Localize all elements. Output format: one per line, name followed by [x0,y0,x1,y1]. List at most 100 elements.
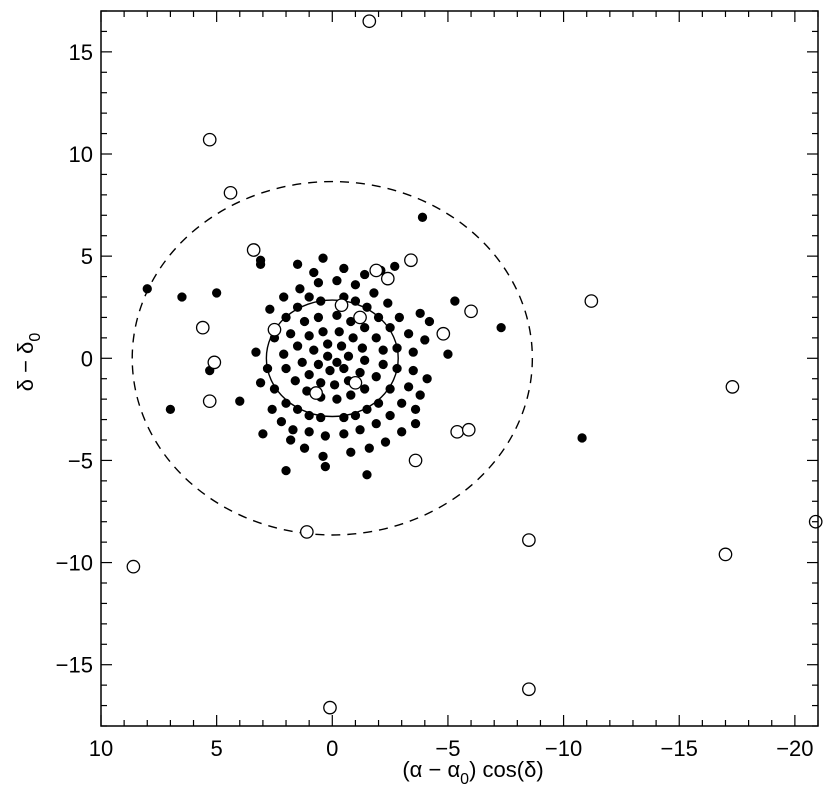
filled-point [316,412,326,423]
filled-point [267,404,277,415]
filled-point [392,343,402,353]
filled-point [339,263,349,274]
filled-point [362,404,372,415]
filled-point [360,322,370,333]
filled-point [251,347,261,357]
filled-point [371,419,381,429]
open-point [369,263,384,278]
filled-point [348,333,358,343]
filled-point [332,310,342,321]
filled-point [318,451,328,461]
filled-point [288,425,298,435]
filled-point [304,427,314,437]
x-axis-label: (α − α0) cos(δ) [402,757,543,788]
filled-point [313,312,324,323]
y-tick-label: 15 [69,40,93,65]
data-points [126,14,823,715]
filled-point [325,365,335,376]
filled-point [177,292,187,302]
open-point [207,355,222,370]
filled-point [281,398,291,408]
filled-point [290,376,300,386]
filled-point [397,398,407,408]
filled-point [281,312,291,323]
filled-point [165,404,176,415]
filled-point [258,429,268,439]
dashed-circle [131,180,534,536]
filled-point [390,261,400,272]
filled-point [279,292,289,302]
filled-point [269,384,280,394]
filled-point [313,278,324,288]
filled-point [385,384,395,394]
open-point [408,453,423,468]
filled-point [276,416,287,427]
open-point [309,386,323,400]
filled-point [350,410,361,421]
filled-point [415,390,425,400]
filled-point [318,327,328,337]
filled-point [394,312,405,323]
open-point [202,132,217,147]
filled-point [279,349,289,359]
filled-point [304,292,314,302]
filled-point [373,312,384,323]
x-tick-label: −10 [545,736,582,761]
filled-point [316,378,326,388]
filled-point [309,345,319,355]
filled-point [299,316,310,327]
filled-point [577,433,587,443]
filled-point [332,276,342,286]
open-point [362,14,377,29]
filled-point [299,443,310,453]
filled-point [323,339,333,349]
open-point [348,375,363,390]
filled-point [304,410,314,421]
filled-point [334,327,344,337]
open-point [450,424,465,439]
filled-point [422,374,432,384]
open-point [195,320,210,335]
open-point [584,294,599,308]
filled-point [320,431,331,441]
filled-point [410,419,421,429]
open-point [522,533,536,547]
y-tick-label: 0 [81,346,93,371]
y-tick-label: −5 [68,448,93,473]
filled-point [415,308,425,318]
y-axis-label: δ − δ0 [13,333,44,392]
filled-point [281,465,291,476]
filled-point [211,288,222,298]
filled-point [262,363,273,374]
filled-point [350,280,361,290]
solid-circle [265,299,399,418]
filled-point [235,396,245,406]
filled-point [385,322,395,333]
filled-point [281,363,291,374]
filled-point [371,372,381,382]
filled-point [332,394,342,404]
open-point [725,380,740,394]
filled-point [295,284,305,294]
filled-point [417,212,428,222]
filled-point [378,345,388,355]
x-tick-labels: 10 5 0 −5 −10 −15 −20 [89,736,814,761]
filled-point [255,378,266,388]
filled-point [443,349,453,359]
open-point [718,547,733,562]
filled-point [332,357,342,368]
filled-point [364,443,374,453]
filled-point [360,355,370,365]
filled-point [424,316,435,327]
filled-point [142,284,152,294]
filled-point [350,296,361,306]
open-point [126,559,141,574]
filled-point [403,329,414,339]
y-tick-label: −10 [56,551,93,576]
filled-point [346,447,356,457]
x-tick-label: 10 [89,736,113,761]
filled-point [309,267,319,278]
open-point [380,271,395,286]
x-tick-label: 5 [211,736,223,761]
